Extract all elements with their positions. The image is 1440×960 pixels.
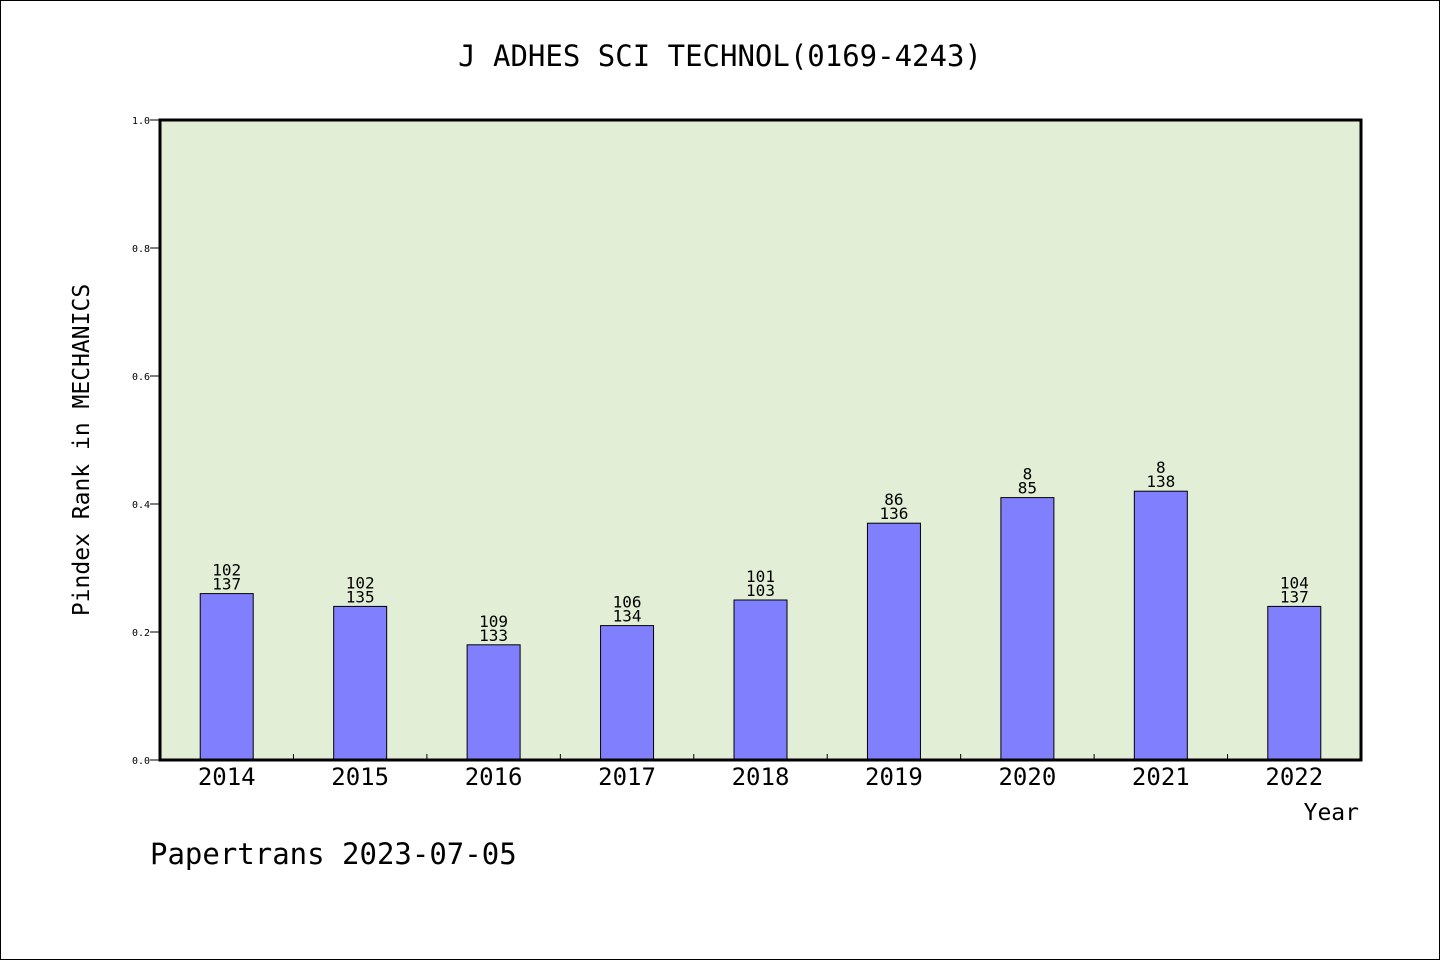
bar-label-bottom: 137 [1280,587,1309,606]
x-tick-label: 2016 [465,763,523,791]
bar-2014 [199,593,254,761]
x-tick-label: 2015 [331,763,389,791]
bar-label-top: 102 [212,561,241,580]
bar-label-top: 8 [1023,465,1033,484]
x-tick-label: 2014 [198,763,256,791]
bar-label-top: 109 [479,612,508,631]
bar-2022 [1267,605,1322,761]
bar-label-bottom: 103 [746,581,775,600]
bar-2015 [333,605,388,761]
x-tick-label: 2021 [1132,763,1190,791]
footer-text: Papertrans 2023-07-05 [150,837,517,871]
x-tick-label: 2022 [1265,763,1323,791]
plot-border [158,118,1363,762]
bar-label-top: 86 [884,490,903,509]
bar-label-top: 8 [1156,458,1166,477]
bar-2018 [733,599,788,761]
bar-label-bottom: 135 [346,587,375,606]
x-axis-label: Year [1304,800,1359,826]
x-tick-label: 2018 [732,763,790,791]
y-tick-label: 0.6 [132,372,150,383]
bar-label-bottom: 85 [1018,479,1037,498]
chart-title: J ADHES SCI TECHNOL(0169-4243) [458,39,982,73]
bar-label-bottom: 134 [613,607,642,626]
x-tick-label: 2020 [998,763,1056,791]
bar-label-bottom: 136 [879,504,908,523]
bar-label-bottom: 138 [1146,472,1175,491]
bar-label-top: 104 [1280,573,1309,592]
bar-label-bottom: 137 [212,575,241,594]
y-tick-label: 1.0 [132,116,150,127]
y-tick-label: 0.4 [132,500,150,511]
y-axis-label: Pindex Rank in MECHANICS [69,284,95,616]
y-tick-label: 0.2 [132,628,150,639]
bar-2019 [866,522,921,761]
bar-label-top: 101 [746,567,775,586]
bar-label-top: 102 [346,573,375,592]
bar-label-top: 106 [613,593,642,612]
y-tick-label: 0.8 [132,244,150,255]
bar-2020 [1000,497,1055,761]
bar-2021 [1133,490,1188,761]
y-tick-label: 0.0 [132,756,150,767]
bar-2016 [466,644,521,761]
x-tick-label: 2019 [865,763,923,791]
x-tick-label: 2017 [598,763,656,791]
bar-label-bottom: 133 [479,626,508,645]
bar-2017 [600,625,655,761]
